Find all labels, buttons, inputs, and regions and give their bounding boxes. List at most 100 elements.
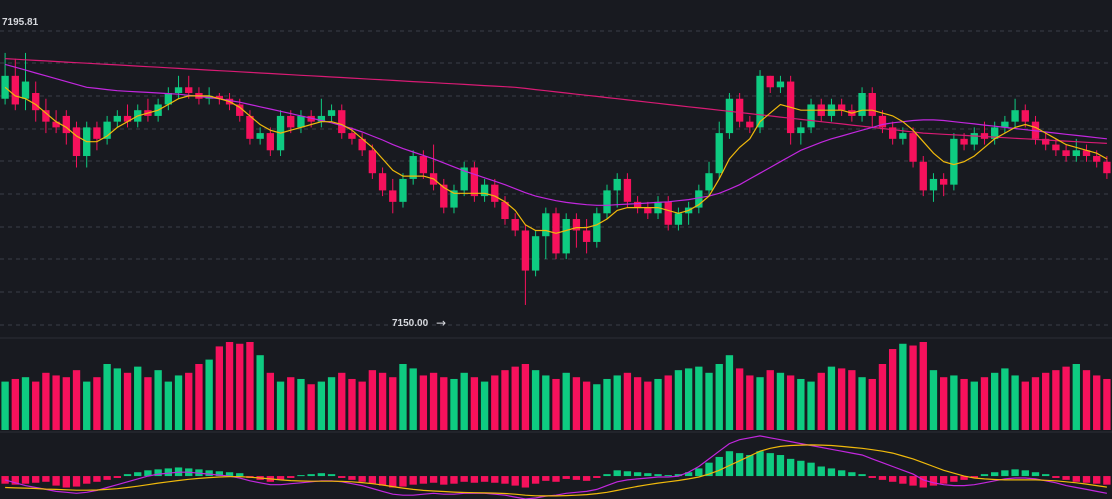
candle-body — [613, 178, 621, 191]
macd-histogram-bar — [531, 476, 540, 484]
macd-histogram-bar — [960, 476, 968, 480]
volume-bar — [72, 370, 81, 430]
macd-histogram-bar — [511, 476, 519, 486]
candle-body — [42, 110, 50, 122]
macd-histogram-bar — [837, 470, 846, 477]
volume-bar — [888, 349, 897, 430]
macd-histogram-bar — [470, 476, 479, 483]
volume-bar — [236, 343, 244, 430]
candle-body — [1042, 138, 1050, 145]
candle-body — [960, 138, 968, 145]
macd-dea-line — [5, 444, 1107, 497]
candle-body — [164, 93, 173, 105]
macd-histogram-bar — [103, 476, 111, 480]
candle-body — [746, 121, 754, 128]
volume-bar — [664, 375, 672, 430]
volume-bar — [909, 345, 917, 430]
macd-histogram-bar — [21, 476, 30, 484]
volume-bar — [1011, 375, 1019, 430]
macd-histogram-bar — [899, 476, 907, 484]
ma-long-line — [5, 58, 1107, 144]
volume-bar — [11, 378, 19, 430]
macd-histogram-bar — [389, 476, 397, 488]
candle-body — [725, 98, 734, 134]
volume-bar — [266, 372, 275, 430]
volume-bar — [103, 364, 111, 430]
ma-short-line — [4, 86, 1108, 234]
volume-bar — [1082, 370, 1091, 430]
volume-bar — [562, 372, 570, 430]
volume-bar — [715, 364, 723, 430]
volume-bar — [1062, 366, 1070, 430]
macd-histogram-bar — [950, 476, 958, 482]
volume-bar — [868, 378, 876, 430]
candle-body — [991, 127, 999, 139]
candle-body — [705, 173, 713, 191]
candle-body — [950, 138, 958, 185]
macd-histogram-bar — [1062, 476, 1070, 480]
volume-bar — [756, 377, 764, 430]
macd-histogram-bar — [429, 476, 438, 483]
macd-histogram-bar — [552, 476, 560, 482]
macd-histogram-bar — [225, 472, 234, 477]
macd-histogram-bar — [756, 451, 764, 477]
volume-bar — [725, 355, 734, 430]
candle-body — [572, 219, 581, 231]
volume-bar — [899, 343, 907, 430]
volume-bar — [225, 342, 234, 430]
volume-bar — [980, 377, 989, 430]
macd-histogram-bar — [205, 470, 213, 477]
candle-body — [1062, 150, 1070, 157]
candle-body — [501, 201, 509, 220]
macd-histogram-bar — [83, 476, 91, 484]
macd-histogram-bar — [297, 475, 305, 477]
macd-histogram-bar — [797, 460, 805, 477]
volume-bar — [644, 381, 652, 430]
macd-histogram-bar — [858, 474, 866, 477]
volume-bar — [929, 370, 938, 430]
volume-bar — [123, 372, 132, 430]
volume-bar — [572, 377, 581, 430]
candle-body — [174, 87, 183, 94]
volume-bar — [429, 372, 438, 430]
candle-body — [185, 87, 193, 94]
candle-body — [1072, 150, 1080, 157]
volume-bar — [491, 375, 499, 430]
macd-histogram-bar — [1021, 470, 1029, 477]
volume-bar — [297, 378, 305, 430]
volume-bars — [1, 342, 1111, 430]
volume-bar — [950, 375, 958, 430]
macd-histogram-bar — [980, 474, 989, 477]
panel-separators — [0, 337, 1112, 433]
candle-body — [939, 178, 948, 185]
macd-histogram-bar — [633, 472, 642, 477]
volume-bar — [695, 366, 703, 430]
candle-body — [348, 133, 356, 139]
macd-histogram-bar — [348, 476, 356, 480]
volume-bar — [144, 377, 152, 430]
volume-bar — [419, 375, 428, 430]
volume-bar — [480, 381, 489, 430]
macd-histogram-bar — [480, 476, 489, 482]
candle-body — [511, 219, 519, 231]
candle-body — [919, 161, 927, 191]
macd-histogram-bar — [817, 466, 825, 477]
candle-body — [378, 173, 387, 191]
volume-bar — [399, 364, 407, 430]
candle-body — [460, 167, 468, 191]
candle-body — [1082, 150, 1091, 157]
candle-body — [858, 93, 866, 116]
candle-body — [450, 190, 458, 208]
volume-bar — [470, 377, 479, 430]
candle-body — [899, 133, 907, 139]
low-price-marker: 7150.00 — [392, 318, 429, 329]
volume-bar — [164, 381, 173, 430]
macd-histogram-bar — [399, 476, 407, 487]
volume-bar — [32, 381, 40, 430]
volume-bar — [195, 364, 203, 430]
macd-histogram-bar — [572, 476, 581, 480]
macd-histogram-bar — [807, 462, 815, 477]
macd-histogram-bar — [42, 476, 50, 482]
volume-bar — [878, 364, 887, 430]
